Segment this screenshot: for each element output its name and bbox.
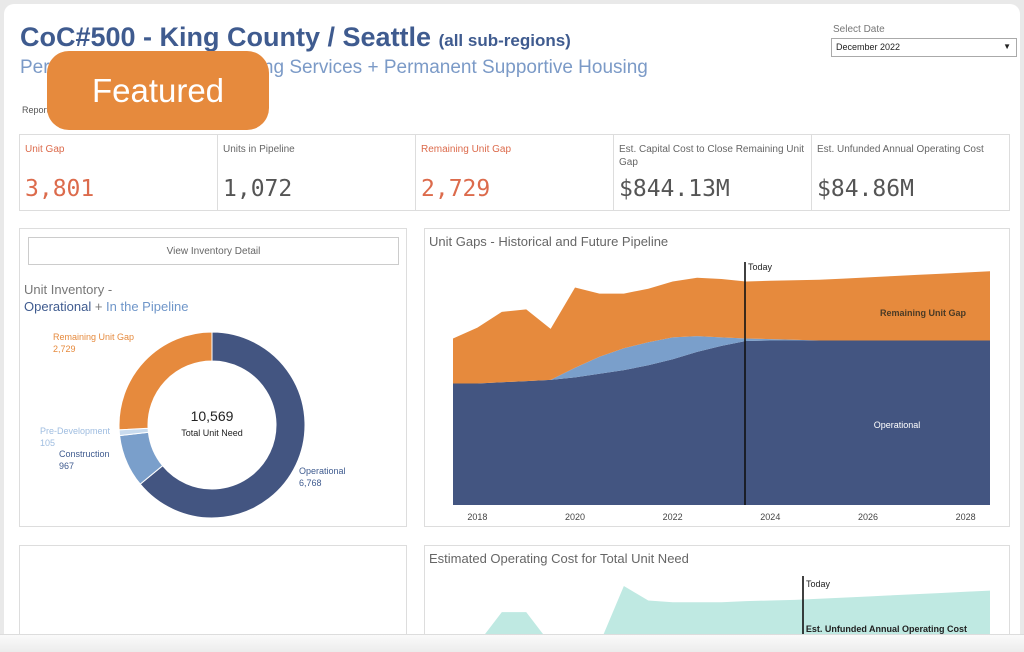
inventory-panel: View Inventory Detail Unit Inventory - O… [19, 228, 407, 527]
area-remaining-unit-gap [453, 271, 990, 384]
value-construction: 967 [59, 461, 74, 471]
inventory-title-plus: + [91, 299, 107, 314]
kpi-unit-gap: Unit Gap 3,801 [20, 135, 218, 210]
kpi-remaining-unit-gap: Remaining Unit Gap 2,729 [416, 135, 614, 210]
inventory-title-operational: Operational [24, 299, 92, 314]
kpi-label: Remaining Unit Gap [421, 144, 512, 155]
today-label: Today [806, 579, 831, 589]
kpi-operating-cost: Est. Unfunded Annual Operating Cost $84.… [812, 135, 1009, 210]
remaining-unit-gap-area-label: Remaining Unit Gap [880, 308, 967, 318]
date-filter-label: Select Date [833, 24, 885, 35]
kpi-row: Unit Gap 3,801 Units in Pipeline 1,072 R… [19, 134, 1010, 211]
inventory-title-line1: Unit Inventory - [24, 282, 113, 297]
kpi-value: $84.86M [817, 176, 914, 202]
kpi-value: 2,729 [421, 176, 491, 202]
empty-panel [19, 545, 407, 645]
donut-center-label: Total Unit Need [181, 428, 243, 438]
opcost-series-label: Est. Unfunded Annual Operating Cost [806, 624, 967, 634]
kpi-label: Unit Gap [25, 144, 65, 155]
label-remaining-unit-gap: Remaining Unit Gap [53, 332, 134, 342]
operating-cost-chart-title: Estimated Operating Cost for Total Unit … [429, 551, 689, 566]
report-text: Report [22, 105, 50, 115]
x-tick-label: 2022 [663, 512, 683, 522]
x-tick-label: 2026 [858, 512, 878, 522]
kpi-label: Units in Pipeline [223, 144, 295, 155]
featured-badge: Featured [47, 51, 269, 130]
unit-gaps-chart-title: Unit Gaps - Historical and Future Pipeli… [429, 234, 669, 249]
x-tick-label: 2018 [467, 512, 487, 522]
x-tick-label: 2020 [565, 512, 585, 522]
page-title: CoC#500 - King County / Seattle (all sub… [20, 22, 571, 53]
operational-area-label: Operational [874, 420, 921, 430]
kpi-value: 1,072 [223, 176, 293, 202]
value-operational: 6,768 [299, 478, 322, 488]
kpi-value: $844.13M [619, 176, 730, 202]
page-title-main: CoC#500 - King County / Seattle [20, 22, 432, 52]
label-construction: Construction [59, 449, 110, 459]
dropdown-arrow-icon: ▼ [1003, 42, 1011, 51]
unit-gaps-panel: Unit Gaps - Historical and Future Pipeli… [424, 228, 1010, 527]
label-operational: Operational [299, 466, 346, 476]
label-pre-development: Pre-Development [40, 426, 111, 436]
operating-cost-area-chart: Today Est. Unfunded Annual Operating Cos… [453, 576, 990, 644]
area-operational [453, 340, 990, 505]
dashboard-page: CoC#500 - King County / Seattle (all sub… [4, 4, 1020, 652]
area-pipeline [453, 336, 990, 384]
today-label: Today [748, 262, 773, 272]
donut-slice-operational [139, 331, 306, 519]
donut-center-value: 10,569 [191, 408, 234, 424]
inventory-title: Unit Inventory - Operational + In the Pi… [24, 281, 188, 315]
date-select[interactable]: December 2022 ▼ [831, 38, 1017, 57]
kpi-label: Est. Unfunded Annual Operating Cost [817, 144, 984, 155]
unit-gaps-area-chart: 2018 2020 2022 2024 2026 2028 Today Remaining… [453, 262, 990, 522]
inventory-title-pipeline: In the Pipeline [106, 299, 189, 314]
view-inventory-detail-button[interactable]: View Inventory Detail [28, 237, 399, 265]
x-tick-label: 2024 [760, 512, 780, 522]
bottom-fade [0, 634, 1024, 652]
kpi-label: Est. Capital Cost to Close Remaining Uni… [619, 144, 805, 168]
donut-slice-remaining-unit-gap [118, 331, 213, 431]
kpi-units-in-pipeline: Units in Pipeline 1,072 [218, 135, 416, 210]
unit-inventory-donut-chart: 10,569 Total Unit Need Remaining Unit Ga… [40, 331, 346, 519]
date-select-value: December 2022 [836, 42, 901, 52]
page-title-sub: (all sub-regions) [438, 31, 571, 50]
area-operating-cost [453, 586, 990, 644]
value-remaining-unit-gap: 2,729 [53, 344, 76, 354]
x-tick-label: 2028 [956, 512, 976, 522]
value-pre-development: 105 [40, 438, 55, 448]
operating-cost-panel: Estimated Operating Cost for Total Unit … [424, 545, 1010, 645]
kpi-value: 3,801 [25, 176, 95, 202]
kpi-capital-cost: Est. Capital Cost to Close Remaining Uni… [614, 135, 812, 210]
